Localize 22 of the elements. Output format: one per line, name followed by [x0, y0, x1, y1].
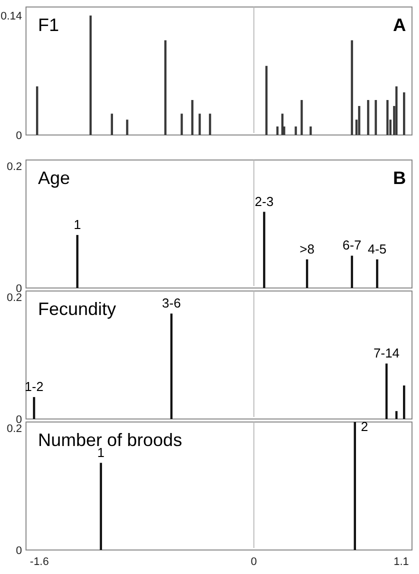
annotation: B — [393, 168, 406, 188]
y-tick-label: 0 — [16, 544, 22, 557]
x-tick-label: 1.1 — [394, 556, 409, 568]
x-tick-label: -1.6 — [30, 556, 49, 568]
annotation: 2-3 — [254, 194, 274, 209]
text: Age — [38, 168, 70, 188]
annotation: 3-6 — [162, 296, 181, 311]
annotation: 1-2 — [24, 379, 44, 394]
y-tick-label: 0.2 — [6, 160, 22, 173]
y-tick-label: 0.14 — [0, 10, 22, 22]
annotation: 2 — [360, 419, 368, 434]
annotation: 6-7 — [342, 238, 362, 253]
annotation: 4-5 — [368, 241, 387, 256]
x-tick-label: 0 — [250, 556, 257, 568]
chart-title: F1 — [38, 15, 60, 35]
chart-title: Fecundity — [38, 299, 116, 319]
annotation: >8 — [300, 241, 314, 256]
annotation: 1 — [74, 216, 81, 232]
annotation: 1 — [97, 444, 105, 460]
annotation: 7-14 — [374, 346, 400, 361]
annotation: A — [393, 15, 406, 35]
y-tick-label: 0 — [16, 130, 22, 142]
